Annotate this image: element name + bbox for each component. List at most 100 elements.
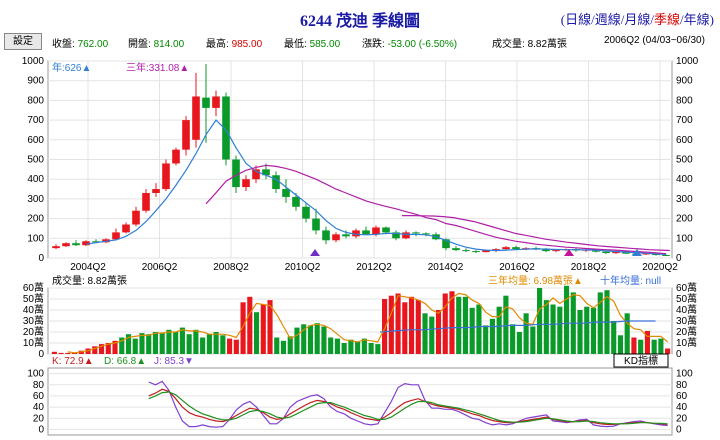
volume-bar xyxy=(408,296,415,354)
price-y-tick-left: 400 xyxy=(27,174,44,185)
price-candle-body xyxy=(132,210,140,225)
volume-label: 成交量: xyxy=(492,39,525,50)
price-candle-body xyxy=(152,189,160,193)
volume-bar xyxy=(557,306,563,354)
price-candle-body xyxy=(342,234,350,237)
volume-bar xyxy=(267,300,273,354)
price-marker-triangle xyxy=(310,249,320,256)
volume-bar xyxy=(489,318,495,354)
price-candle-body xyxy=(512,247,520,250)
volume-bar xyxy=(227,338,233,354)
volume-bar xyxy=(119,337,125,354)
volume-bar xyxy=(375,344,381,354)
close-price-label: 收盤: xyxy=(52,39,75,50)
volume-bar xyxy=(449,291,455,354)
period-year-link[interactable]: 年線 xyxy=(683,12,710,27)
period-month-link[interactable]: 月線 xyxy=(624,12,651,27)
price-y-tick-left: 1000 xyxy=(22,56,45,67)
volume-bar xyxy=(105,343,111,354)
volume-bar xyxy=(435,310,442,354)
volume-bar xyxy=(159,333,165,354)
volume-bar xyxy=(287,336,293,354)
price-marker-triangle xyxy=(564,249,574,256)
price-y-tick-right: 1000 xyxy=(676,56,699,67)
price-candle-body xyxy=(402,232,410,239)
volume-bar xyxy=(530,326,536,354)
price-candle-body xyxy=(62,243,70,247)
volume-bar xyxy=(125,334,132,354)
close-price-value: 762.00 xyxy=(77,39,109,50)
period-day-link[interactable]: 日線 xyxy=(565,12,592,27)
price-y-tick-left: 900 xyxy=(27,76,44,87)
volume: 成交量: 8.82萬張 xyxy=(492,35,567,50)
volume-bar xyxy=(644,330,650,354)
volume-bar xyxy=(516,332,522,354)
price-candle-body xyxy=(272,175,280,190)
volume-y-tick-right: 40萬 xyxy=(676,303,697,316)
volume-bar xyxy=(274,337,280,354)
volume-bar xyxy=(658,338,664,354)
volume-bar xyxy=(537,288,543,354)
volume-y-tick-left: 10萬 xyxy=(23,336,44,349)
price-x-tick: 2010Q2 xyxy=(285,262,321,273)
price-candle-body xyxy=(442,239,450,249)
volume-bar xyxy=(456,296,462,354)
volume-bar xyxy=(166,329,172,354)
volume-y-tick-left: 60萬 xyxy=(23,281,44,294)
price-y-tick-right: 0 xyxy=(676,253,682,264)
price-candle-body xyxy=(422,233,430,235)
close-price: 收盤: 762.00 xyxy=(52,35,108,50)
price-candle-body xyxy=(52,246,60,249)
volume-bar xyxy=(577,310,583,354)
price-y-tick-right: 500 xyxy=(676,155,693,166)
settings-button[interactable]: 設定 xyxy=(4,33,42,50)
kd-d-legend: D: 66.8▲ xyxy=(104,356,146,367)
price-y-tick-left: 100 xyxy=(27,233,44,244)
price-candle-body xyxy=(382,227,390,233)
price-candle-body xyxy=(72,243,80,246)
price-candle-body xyxy=(472,251,480,253)
price-y-tick-left: 700 xyxy=(27,115,44,126)
volume-bar xyxy=(611,321,617,354)
volume-bar xyxy=(550,304,556,354)
period-range: 2006Q2 (04/03~06/30) xyxy=(604,35,705,46)
price-x-tick: 2020Q2 xyxy=(642,262,678,273)
volume-bar xyxy=(483,325,489,354)
volume-bar xyxy=(186,334,192,354)
volume-bar xyxy=(624,313,630,354)
three-year-ma-line xyxy=(205,164,667,255)
volume-bar xyxy=(388,295,394,354)
volume-bar xyxy=(233,339,239,354)
period-week-link[interactable]: 週線 xyxy=(594,12,621,27)
price-candle-body xyxy=(312,218,320,231)
price-candle-body xyxy=(92,241,100,243)
volume-bar xyxy=(597,292,603,354)
kd-y-tick-right: 20 xyxy=(676,413,688,424)
volume-bar xyxy=(638,339,644,354)
volume-bar xyxy=(415,300,421,354)
price-x-tick: 2006Q2 xyxy=(142,262,178,273)
kd-j-legend: J: 85.3▼ xyxy=(154,356,194,367)
volume-bar xyxy=(51,351,57,354)
price-y-tick-left: 800 xyxy=(27,95,44,106)
volume-ma3-legend: 三年均量: 6.98萬張▲ xyxy=(488,274,583,287)
price-candle-body xyxy=(552,250,560,252)
price-candle-body xyxy=(592,249,600,252)
period-quarter-link[interactable]: 季線 xyxy=(654,12,681,27)
volume-bar xyxy=(617,335,624,354)
price-candle-body xyxy=(212,96,220,108)
price-candle-body xyxy=(362,230,370,235)
price-candle-body xyxy=(452,248,460,251)
price-candle-body xyxy=(262,169,270,176)
volume-bar xyxy=(139,333,145,354)
kd-y-tick-right: 0 xyxy=(676,424,682,435)
price-candle-body xyxy=(112,232,120,240)
volume-bar xyxy=(334,338,340,354)
volume-bar xyxy=(200,337,206,354)
price-candle-body xyxy=(542,248,550,252)
price-x-tick: 2012Q2 xyxy=(356,262,392,273)
price-candle-body xyxy=(142,192,150,211)
price-candle-body xyxy=(182,120,190,150)
